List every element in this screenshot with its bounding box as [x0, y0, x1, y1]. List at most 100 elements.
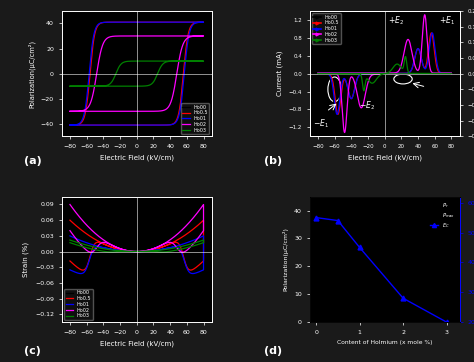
Ho03 — [67, 84, 73, 88]
$P_{max}$ — [335, 209, 341, 213]
Ho02 — [103, 240, 109, 245]
Legend: Ho00, Ho0.5, Ho01, Ho02, Ho03: Ho00, Ho0.5, Ho01, Ho02, Ho03 — [312, 13, 340, 44]
Line: Ho00: Ho00 — [70, 22, 203, 125]
Ho02 — [67, 202, 73, 207]
$P_r$ — [313, 222, 319, 227]
$P_{max}$ — [357, 209, 363, 213]
Ho02 — [183, 224, 189, 228]
Ho01 — [183, 20, 189, 24]
Ho03 — [112, 73, 118, 78]
Y-axis label: Strain (%): Strain (%) — [23, 242, 29, 277]
Ho00 — [157, 245, 163, 250]
Line: $E_C$: $E_C$ — [314, 215, 449, 325]
Line: $P_r$: $P_r$ — [314, 216, 449, 297]
Ho00 — [79, 260, 84, 264]
Ho02 — [67, 109, 73, 113]
Ho02 — [194, 34, 200, 38]
Ho01 — [157, 20, 163, 24]
Ho01 — [67, 123, 73, 127]
Ho0.5 — [112, 246, 118, 251]
Ho00 — [67, 123, 73, 127]
Text: $-E_2$: $-E_2$ — [359, 100, 375, 112]
Ho03 — [194, 59, 200, 63]
Ho02 — [193, 238, 199, 242]
Ho0.5 — [176, 20, 182, 24]
Ho00 — [67, 252, 73, 256]
Ho00 — [112, 246, 118, 251]
Text: $+E_2$: $+E_2$ — [388, 14, 404, 27]
$P_r$ — [335, 217, 341, 221]
Ho01 — [67, 123, 73, 127]
$P_r$ — [401, 292, 406, 296]
Ho03 — [201, 238, 206, 242]
Text: (a): (a) — [24, 156, 42, 166]
Ho03 — [201, 59, 206, 63]
Ho02 — [188, 34, 194, 39]
Text: $+E_1$: $+E_1$ — [439, 14, 455, 27]
Line: Ho03: Ho03 — [70, 61, 203, 86]
Text: (d): (d) — [264, 346, 283, 355]
Ho0.5 — [102, 20, 108, 25]
Ho03 — [183, 243, 189, 248]
Ho03 — [183, 59, 189, 63]
Ho02 — [67, 109, 73, 113]
Ho0.5 — [103, 243, 109, 247]
Ho01 — [157, 248, 163, 252]
Ho00 — [67, 123, 73, 127]
Line: Ho02: Ho02 — [70, 36, 203, 111]
Ho0.5 — [188, 24, 194, 28]
Ho00 — [194, 21, 200, 25]
Ho02 — [183, 34, 189, 38]
Ho02 — [112, 34, 118, 38]
Ho00 — [177, 20, 183, 24]
Ho00 — [91, 123, 96, 127]
Ho0.5 — [183, 232, 189, 237]
X-axis label: Content of Holmium (x mole %): Content of Holmium (x mole %) — [337, 340, 432, 345]
Ho0.5 — [112, 20, 118, 24]
Ho0.5 — [67, 123, 73, 127]
Ho02 — [102, 38, 108, 42]
Ho02 — [201, 34, 206, 38]
Ho0.5 — [92, 123, 98, 127]
Ho0.5 — [201, 218, 206, 222]
Ho03 — [188, 59, 194, 63]
$P_r$ — [444, 292, 449, 296]
Ho00 — [103, 243, 109, 247]
Y-axis label: Polarization(μC/cm²): Polarization(μC/cm²) — [28, 39, 35, 108]
Ho01 — [188, 26, 194, 30]
Line: Ho03: Ho03 — [70, 240, 203, 252]
Ho01 — [112, 20, 118, 24]
Y-axis label: Current (mA): Current (mA) — [276, 51, 283, 96]
Line: Ho01: Ho01 — [70, 236, 203, 274]
Legend: $P_r$, $P_{max}$, $E_C$: $P_r$, $P_{max}$, $E_C$ — [428, 199, 457, 231]
Ho02 — [157, 34, 163, 38]
Ho02 — [188, 244, 194, 249]
Ho02 — [201, 202, 206, 207]
Line: Ho0.5: Ho0.5 — [70, 22, 203, 125]
Ho03 — [188, 244, 194, 249]
Text: (c): (c) — [24, 346, 41, 355]
Ho00 — [67, 218, 73, 222]
Legend: Ho00, Ho0.5, Ho01, Ho02, Ho03: Ho00, Ho0.5, Ho01, Ho02, Ho03 — [64, 289, 92, 320]
Ho01 — [78, 272, 83, 276]
Line: $P_{max}$: $P_{max}$ — [314, 208, 449, 297]
X-axis label: Electric Field (kV/cm): Electric Field (kV/cm) — [347, 155, 422, 161]
$P_{max}$ — [444, 292, 449, 296]
Ho03 — [157, 59, 163, 63]
Ho03 — [157, 248, 163, 252]
Ho0.5 — [157, 20, 163, 24]
Ho03 — [67, 84, 73, 88]
Line: Ho01: Ho01 — [70, 22, 203, 125]
Ho01 — [67, 268, 73, 272]
Ho0.5 — [67, 259, 73, 263]
Ho00 — [102, 20, 108, 24]
Line: Ho00: Ho00 — [70, 220, 203, 262]
Ho01 — [91, 123, 97, 127]
Ho02 — [67, 228, 73, 233]
Ho01 — [183, 241, 189, 245]
Ho00 — [193, 258, 199, 262]
Ho01 — [188, 271, 194, 275]
Ho01 — [67, 234, 73, 238]
X-axis label: Electric Field (kV/cm): Electric Field (kV/cm) — [100, 155, 174, 161]
Ho03 — [67, 238, 73, 242]
